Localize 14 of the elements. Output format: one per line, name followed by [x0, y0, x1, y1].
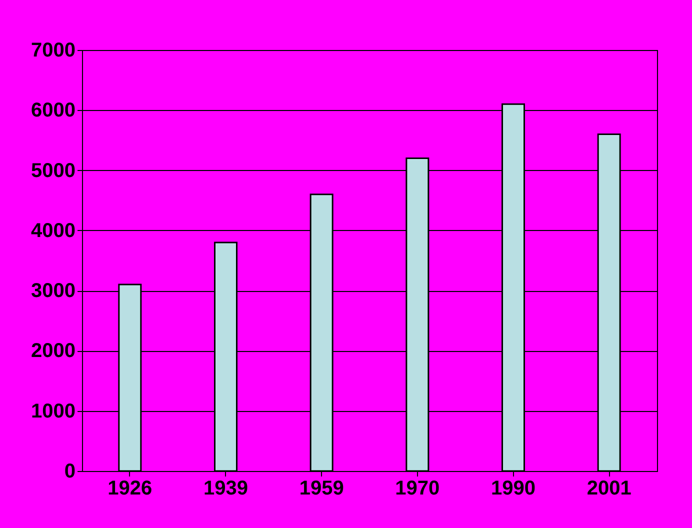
x-tick-label: 1970: [395, 478, 440, 500]
y-tick-label: 4000: [31, 220, 76, 242]
x-tick-label: 1939: [204, 478, 248, 500]
x-tick-label: 1959: [299, 478, 344, 500]
y-tick-label: 2000: [31, 340, 76, 362]
x-tick-label: 2001: [586, 478, 632, 500]
x-tick-label: 1990: [491, 478, 536, 500]
y-tick-label: 0: [64, 460, 76, 482]
y-tick-label: 5000: [31, 160, 76, 182]
y-tick-label: 1000: [31, 400, 76, 422]
x-tick-label: 1926: [108, 478, 152, 500]
y-tick-label: 6000: [31, 100, 76, 122]
y-tick-label: 7000: [31, 40, 76, 62]
y-tick-label: 3000: [31, 280, 76, 302]
